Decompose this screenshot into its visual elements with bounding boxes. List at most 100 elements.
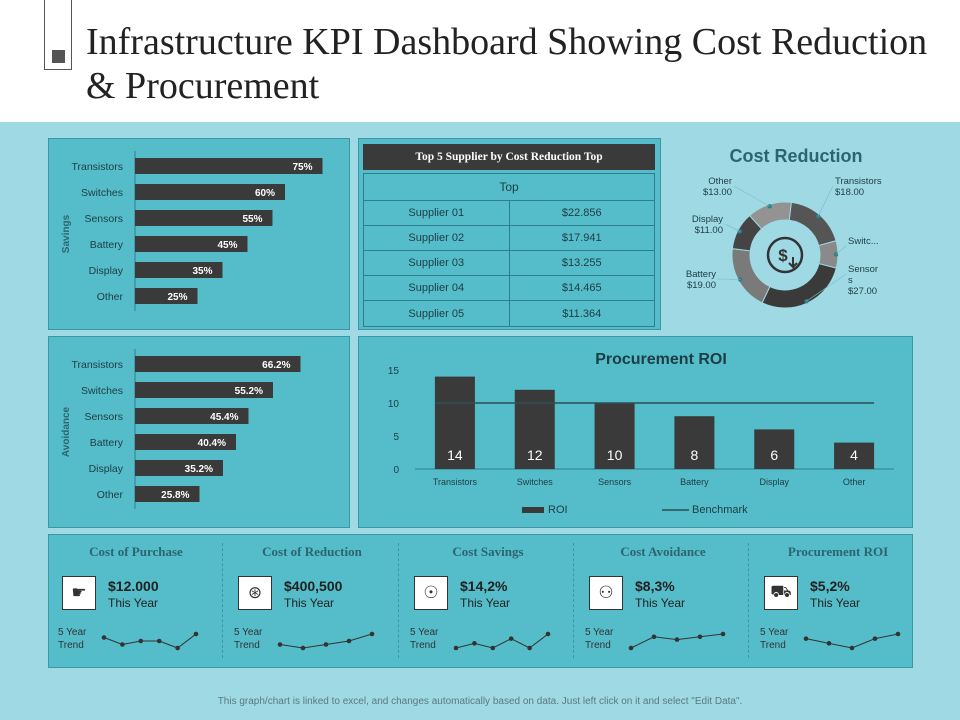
roi-category-label: Other [843, 477, 866, 487]
sparkline-point [101, 635, 107, 640]
kpi-trend-label: 5 Year Trend [760, 627, 789, 651]
roi-bar [434, 376, 475, 469]
roi-bar-label: 10 [607, 447, 623, 463]
donut-slice-label: s [848, 275, 853, 286]
sparkline-point [872, 636, 878, 641]
kpi-trend-label: 5 Year Trend [410, 627, 439, 651]
supplier-name: Supplier 01 [364, 201, 510, 225]
savings-category-label: Transistors [71, 161, 123, 173]
roi-bar [834, 442, 875, 469]
avoidance-ylabel: Avoidance [61, 406, 72, 457]
donut-slice-label: Sensor [848, 264, 878, 275]
roi-ytick-label: 15 [388, 366, 400, 377]
savings-ylabel: Savings [61, 214, 72, 253]
donut-leader-dot [816, 214, 821, 219]
header-tab-icon [44, 0, 72, 70]
avoidance-bar [135, 434, 236, 450]
donut-leader-dot [804, 299, 809, 304]
coins-icon: ⚇ [589, 576, 623, 610]
savings-bar [135, 184, 285, 200]
donut-slice-label: Battery [686, 269, 716, 280]
kpi-cell: Cost Savings ☉ $14,2% This Year 5 Year T… [400, 536, 576, 666]
avoidance-bar-label: 55.2% [235, 386, 263, 397]
table-row: Supplier 01 $22.856 [364, 201, 654, 226]
kpi-subtitle: This Year [810, 596, 861, 610]
donut-slice [731, 248, 771, 304]
roi-category-label: Transistors [433, 477, 478, 487]
table-row: Supplier 02 $17.941 [364, 226, 654, 251]
donut-slice [761, 263, 837, 309]
savings-category-label: Sensors [84, 213, 123, 225]
kpi-sparkline [803, 631, 901, 651]
donut-slice-label: Other [708, 176, 732, 187]
avoidance-bar [135, 356, 301, 372]
donut-leader-line [806, 273, 847, 302]
savings-category-label: Switches [81, 187, 123, 199]
roi-bar [674, 416, 715, 469]
avoidance-bar-label: 40.4% [198, 438, 226, 449]
savings-bar [135, 210, 273, 226]
kpi-subtitle: This Year [635, 596, 686, 610]
roi-ytick-label: 10 [388, 399, 400, 410]
cost-reduction-donut-chart: Cost Reduction Transistors$18.00 Switc... S… [686, 146, 882, 309]
kpi-trend-label: 5 Year Trend [585, 627, 614, 651]
avoidance-bar-label: 35.2% [185, 464, 213, 475]
donut-leader-line [817, 185, 834, 217]
donut-leader-dot [738, 277, 743, 282]
kpi-cell: Cost Avoidance ⚇ $8,3% This Year 5 Year … [575, 536, 751, 666]
sparkline-point [508, 636, 514, 641]
donut-leader-line [724, 223, 740, 232]
legend-roi-swatch [522, 507, 544, 513]
roi-bar [594, 403, 635, 469]
roi-bar-label: 4 [850, 447, 858, 463]
kpi-sparkline [277, 631, 375, 651]
sparkline-point [300, 645, 306, 651]
kpi-divider [573, 543, 574, 658]
sparkline-point [369, 631, 375, 637]
kpi-title: Cost Savings [452, 544, 524, 559]
avoidance-bar-label: 25.8% [161, 490, 189, 501]
page-title: Infrastructure KPI Dashboard Showing Cos… [86, 21, 928, 107]
roi-bar-label: 12 [527, 447, 543, 463]
savings-bar [135, 236, 248, 252]
sparkline-point [849, 645, 855, 651]
roi-panel: Procurement ROI 0 5 10 15 14 Transistors 12 Swit… [358, 336, 913, 528]
donut-slice-value: $27.00 [848, 286, 877, 297]
savings-bar-label: 45% [217, 240, 237, 251]
roi-bar-label: 14 [447, 447, 463, 463]
kpi-value: $8,3% [635, 578, 675, 594]
table-row: Supplier 03 $13.255 [364, 251, 654, 276]
donut-slice-value: $18.00 [835, 187, 864, 198]
kpi-trend-label: 5 Year Trend [58, 627, 87, 651]
avoidance-bar-label: 45.4% [210, 412, 238, 423]
supplier-value: $22.856 [561, 207, 602, 219]
supplier-value: $13.255 [561, 257, 602, 269]
avoidance-bar [135, 382, 273, 398]
avoidance-category-label: Display [89, 463, 124, 475]
sparkline-point [527, 645, 532, 651]
donut-leader-dot [767, 204, 772, 209]
donut-title: Cost Reduction [730, 146, 863, 166]
roi-ytick-label: 5 [393, 432, 399, 443]
sparkline-point [826, 641, 832, 646]
sparkline-point [120, 642, 125, 647]
supplier-name: Supplier 02 [364, 226, 510, 250]
cart-icon: ⛟ [764, 576, 798, 610]
sparkline-point [697, 634, 703, 640]
donut-slice-label: Display [692, 214, 723, 225]
savings-bar-label: 35% [192, 266, 212, 277]
kpi-sparkline [628, 631, 726, 651]
donut-leader-line [733, 185, 770, 207]
sparkline-point [803, 636, 809, 641]
supplier-name: Supplier 03 [364, 251, 510, 275]
sparkline-point [628, 645, 634, 651]
kpi-title: Cost Avoidance [620, 544, 706, 559]
kpi-sparkline [101, 631, 199, 651]
dollar-down-icon [766, 236, 804, 274]
roi-bar [754, 429, 795, 469]
donut-slice-value: $19.00 [687, 280, 716, 291]
kpi-divider [398, 543, 399, 658]
kpi-title: Cost of Reduction [262, 544, 362, 559]
footer-note: This graph/chart is linked to excel, and… [217, 696, 743, 707]
legend-roi-label: ROI [548, 504, 568, 516]
